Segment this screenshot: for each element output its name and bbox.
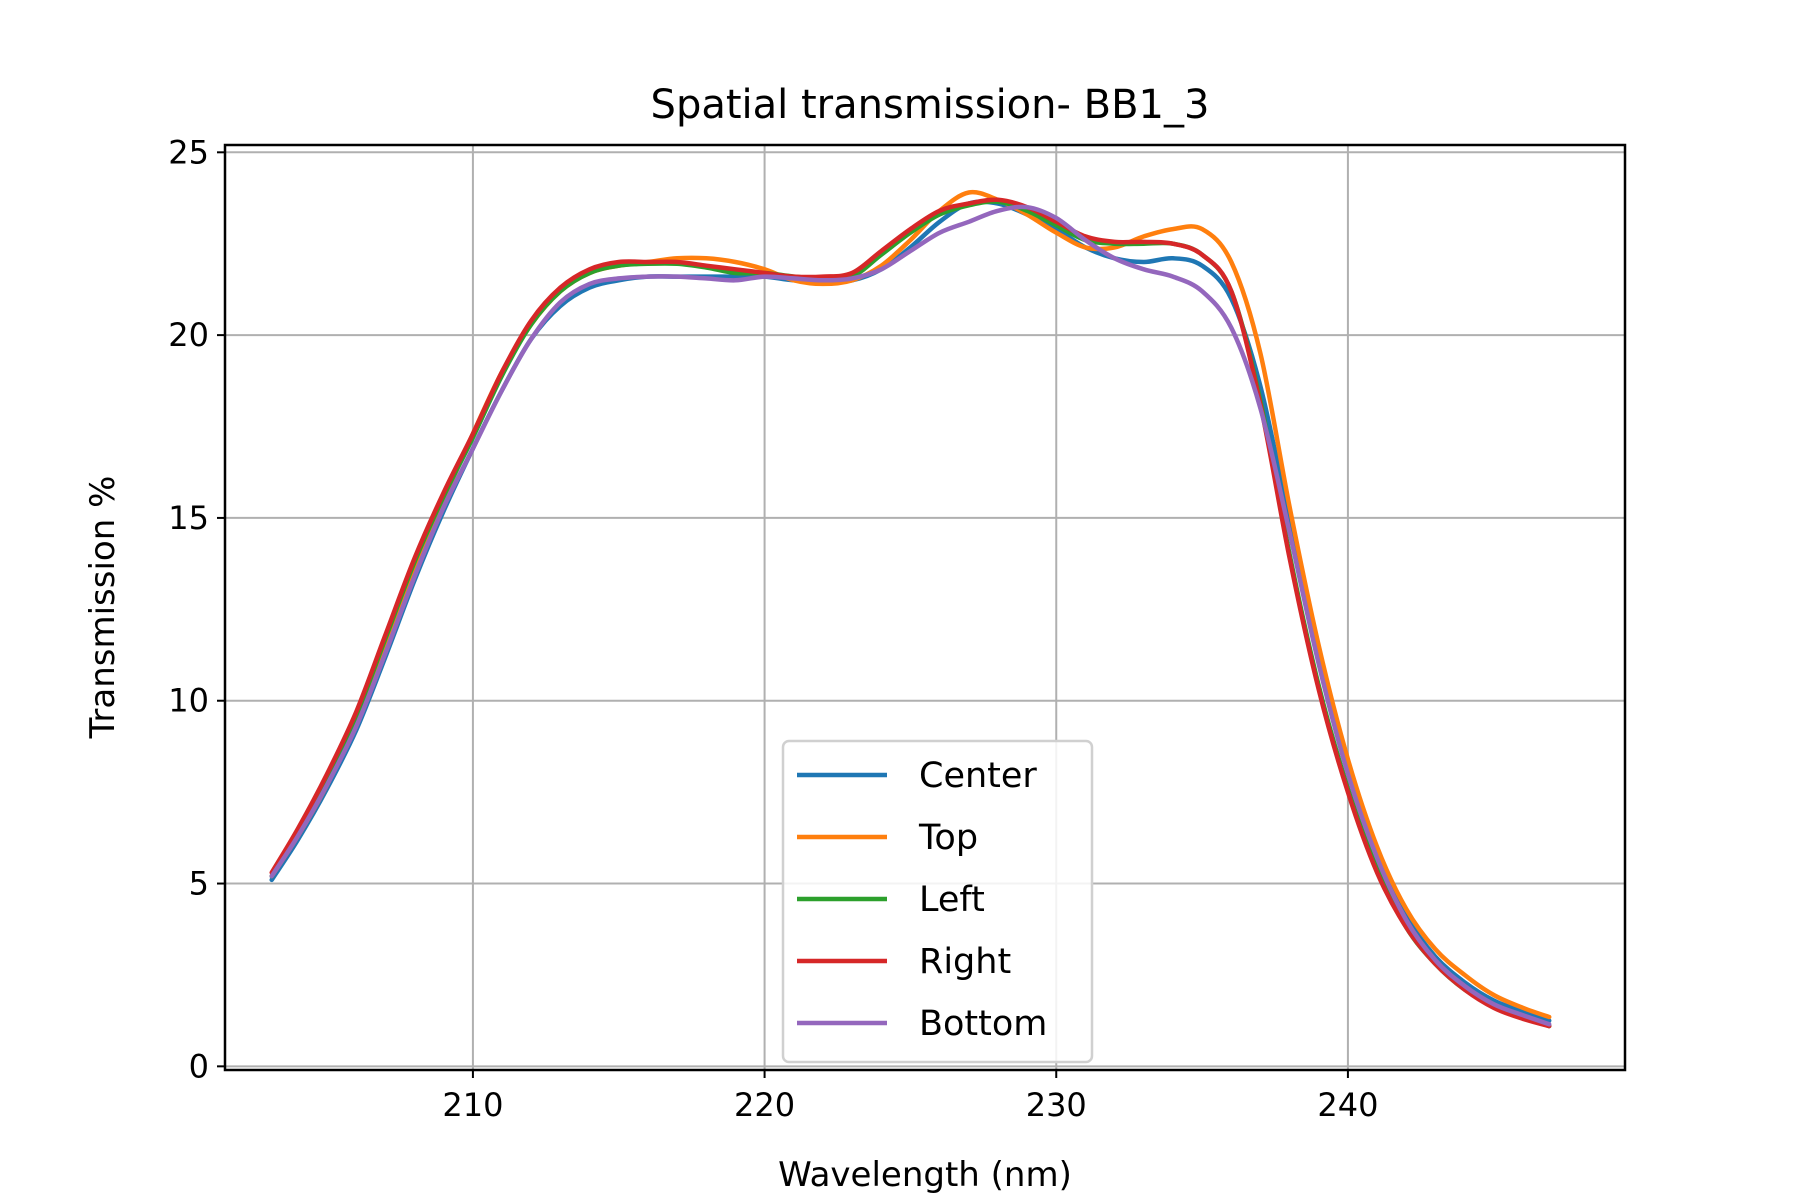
y-tick-label: 20 bbox=[168, 316, 209, 354]
x-tick-label: 210 bbox=[442, 1086, 503, 1124]
series-line-right bbox=[269, 197, 1552, 1029]
legend-label-bottom: Bottom bbox=[919, 1004, 1047, 1044]
x-tick-label: 220 bbox=[734, 1086, 795, 1124]
axis-ticks: 210 220 230 240 0 5 10 15 20 25 bbox=[168, 133, 1378, 1124]
legend-label-left: Left bbox=[919, 880, 985, 920]
legend-label-center: Center bbox=[919, 756, 1037, 796]
x-tick-label: 240 bbox=[1317, 1086, 1378, 1124]
y-tick-label: 10 bbox=[168, 682, 209, 720]
legend-label-right: Right bbox=[919, 942, 1011, 982]
y-tick-label: 0 bbox=[189, 1047, 209, 1085]
series-line-bottom bbox=[269, 204, 1552, 1027]
y-tick-label: 5 bbox=[189, 865, 209, 903]
x-tick-label: 230 bbox=[1026, 1086, 1087, 1124]
y-tick-label: 25 bbox=[168, 133, 209, 171]
chart-title: Spatial transmission- BB1_3 bbox=[651, 82, 1210, 128]
series-lines bbox=[269, 189, 1552, 1029]
legend-box bbox=[781, 739, 1094, 1064]
x-axis-label: Wavelength (nm) bbox=[778, 1155, 1072, 1195]
legend: Center Top Left Right Bottom bbox=[781, 739, 1094, 1064]
legend-label-top: Top bbox=[918, 818, 978, 858]
y-axis-label: Transmission % bbox=[83, 476, 123, 740]
y-tick-label: 15 bbox=[168, 499, 209, 537]
plot-frame bbox=[223, 143, 1627, 1072]
